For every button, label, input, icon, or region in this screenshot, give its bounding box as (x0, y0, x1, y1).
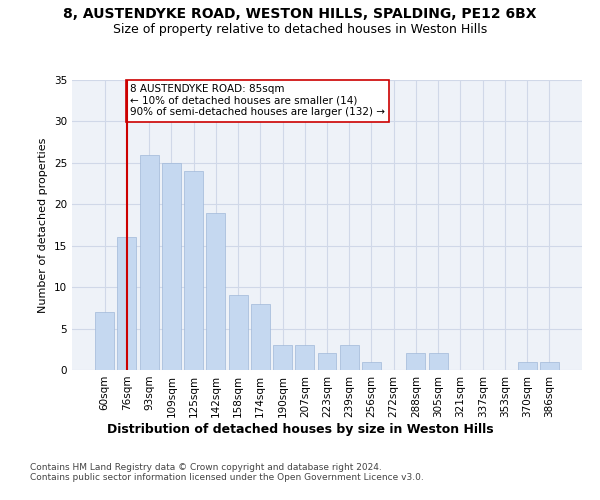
Bar (406, 354, 425, 370)
Text: Distribution of detached houses by size in Weston Hills: Distribution of detached houses by size … (107, 422, 493, 436)
Bar (140, 154, 158, 370)
Bar (206, 212, 225, 370)
Bar (162, 163, 181, 370)
Bar (429, 354, 448, 370)
Text: Contains HM Land Registry data © Crown copyright and database right 2024.
Contai: Contains HM Land Registry data © Crown c… (30, 462, 424, 482)
Bar (251, 304, 270, 370)
Bar (295, 345, 314, 370)
Bar (540, 362, 559, 370)
Bar (229, 296, 248, 370)
Bar (118, 238, 136, 370)
Bar (317, 354, 337, 370)
Text: 8 AUSTENDYKE ROAD: 85sqm
← 10% of detached houses are smaller (14)
90% of semi-d: 8 AUSTENDYKE ROAD: 85sqm ← 10% of detach… (130, 84, 385, 117)
Text: Size of property relative to detached houses in Weston Hills: Size of property relative to detached ho… (113, 22, 487, 36)
Bar (273, 345, 292, 370)
Bar (362, 362, 381, 370)
Y-axis label: Number of detached properties: Number of detached properties (38, 138, 49, 312)
Bar (340, 345, 359, 370)
Bar (95, 312, 114, 370)
Text: 8, AUSTENDYKE ROAD, WESTON HILLS, SPALDING, PE12 6BX: 8, AUSTENDYKE ROAD, WESTON HILLS, SPALDI… (63, 8, 537, 22)
Bar (184, 171, 203, 370)
Bar (518, 362, 536, 370)
